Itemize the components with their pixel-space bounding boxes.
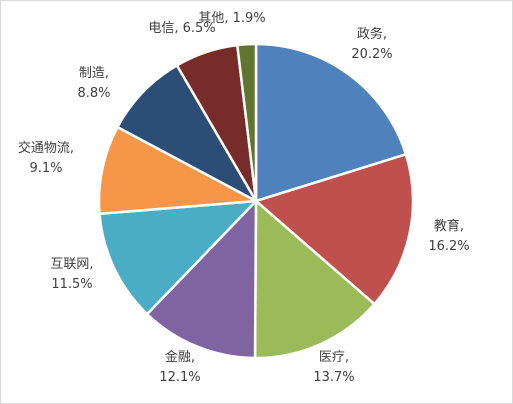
slice-label-4: 金融, 12.1%	[159, 349, 200, 385]
slice-label-9: 其他, 1.9%	[198, 11, 265, 26]
slice-label-6: 交通物流, 9.1%	[18, 140, 74, 176]
pie-slice-4	[145, 199, 258, 360]
pie-slice-6	[97, 125, 258, 216]
pie-slice-9	[236, 42, 258, 203]
slice-label-3: 医疗, 13.7%	[313, 350, 354, 385]
pie-slice-7	[116, 64, 258, 203]
slice-label-8: 电信, 6.5%	[148, 21, 215, 36]
slice-label-5: 互联网, 11.5%	[50, 257, 93, 292]
slice-label-1: 政务, 20.2%	[351, 26, 392, 62]
pie-labels: 政务, 20.2% 教育, 16.2% 医疗, 13.7% 金融, 12.1% 互联网, 11.5…	[18, 11, 470, 385]
pie-slices	[97, 42, 415, 360]
slice-label-7: 制造, 8.8%	[77, 66, 110, 101]
pie-slice-3	[253, 199, 376, 360]
pie-slice-5	[98, 199, 258, 316]
pie-slice-2	[254, 153, 415, 306]
slice-label-2: 教育, 16.2%	[428, 218, 469, 254]
pie-slice-1	[254, 42, 408, 203]
